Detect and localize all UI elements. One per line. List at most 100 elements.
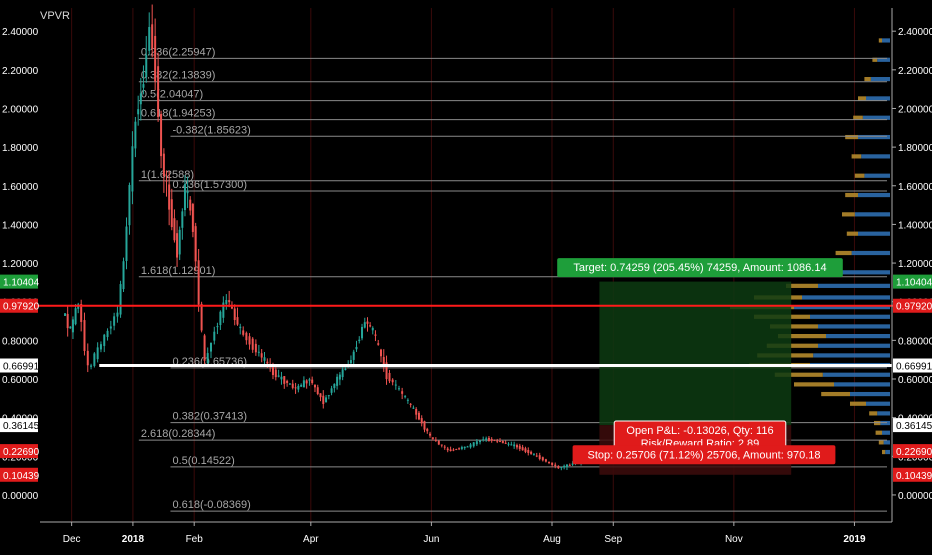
candle-body bbox=[361, 326, 364, 339]
volume-bar-up bbox=[877, 57, 890, 62]
time-tick-label: Aug bbox=[543, 534, 561, 545]
volume-bar-down bbox=[853, 115, 863, 120]
volume-bar-down bbox=[794, 382, 834, 387]
volume-bar-down bbox=[770, 324, 818, 329]
right-axis: 2.40000 2.20000 2.00000 1.80000 1.60000 1.400… bbox=[0, 8, 932, 522]
candle-body bbox=[291, 383, 294, 388]
horizontal-lines bbox=[0, 304, 932, 367]
price-tag-text: 0.10439 bbox=[3, 471, 40, 482]
candle-body bbox=[554, 464, 557, 467]
candle-body bbox=[538, 455, 541, 460]
candle-body bbox=[524, 448, 527, 452]
right-tick-label: 2.00000 bbox=[898, 104, 932, 115]
volume-bar-down bbox=[854, 173, 865, 178]
candle-body bbox=[469, 444, 472, 448]
candle-body bbox=[181, 211, 184, 228]
price-tag-bg bbox=[0, 444, 38, 459]
candle-body bbox=[344, 368, 347, 370]
candle-body bbox=[245, 332, 248, 341]
price-tag-bg bbox=[0, 358, 38, 373]
left-tick-label: 0.80000 bbox=[2, 336, 39, 347]
volume-bar-down bbox=[851, 154, 862, 159]
candle-body bbox=[216, 326, 219, 328]
volume-bar-up bbox=[818, 343, 890, 348]
candle-body bbox=[139, 93, 142, 105]
candle-body bbox=[532, 453, 535, 455]
candle-body bbox=[109, 326, 112, 329]
candle-body bbox=[487, 437, 490, 442]
time-tick-label: 2019 bbox=[843, 534, 866, 545]
candle-body bbox=[194, 226, 197, 262]
candle-body bbox=[236, 317, 239, 325]
position-labels: Target: 0.74259 (205.45%) 74259, Amount:… bbox=[557, 258, 843, 465]
indicator-label: VPVR bbox=[40, 10, 70, 22]
candle-body bbox=[349, 360, 352, 364]
candle-body bbox=[197, 260, 200, 305]
candle-body bbox=[431, 437, 434, 439]
candle-body bbox=[189, 199, 192, 211]
candle-body bbox=[341, 369, 344, 378]
fib-label: 0.5(2.04047) bbox=[141, 89, 203, 101]
candle-body bbox=[455, 449, 458, 451]
price-tag-text: 0.36145 bbox=[3, 421, 40, 432]
candle-body bbox=[377, 343, 380, 345]
candle-body bbox=[565, 464, 568, 468]
fib-label: -0.382(1.85623) bbox=[172, 124, 250, 136]
time-tick-label: Dec bbox=[63, 534, 81, 545]
volume-bar-down bbox=[850, 401, 866, 406]
candle-body bbox=[548, 462, 551, 464]
candle-body bbox=[475, 441, 478, 445]
volume-bar-down bbox=[875, 430, 882, 435]
candle-body bbox=[254, 343, 257, 353]
candle-body bbox=[319, 393, 322, 398]
price-tag-text: 1.10404 bbox=[896, 278, 932, 289]
candle-body bbox=[490, 439, 493, 441]
candle-body bbox=[64, 313, 67, 316]
candle-body bbox=[336, 376, 339, 386]
candle-body bbox=[206, 353, 209, 364]
volume-bar-up bbox=[858, 134, 890, 140]
candle-body bbox=[423, 421, 426, 430]
candle-body bbox=[518, 445, 521, 449]
candle-body bbox=[96, 347, 99, 360]
price-tag-bg bbox=[893, 358, 932, 373]
candle-body bbox=[311, 379, 314, 384]
stop-label: Stop: 0.25706 (71.12%) 25706, Amount: 97… bbox=[572, 445, 836, 465]
candle-body bbox=[557, 465, 560, 469]
price-tag-bg bbox=[893, 467, 932, 482]
candle-body bbox=[406, 399, 409, 401]
candle-body bbox=[242, 330, 245, 335]
candle-body bbox=[510, 444, 513, 446]
fib-label: 0.236(2.25947) bbox=[141, 46, 216, 58]
candle-body bbox=[74, 308, 77, 325]
volume-bar-up bbox=[877, 411, 890, 416]
candle-body bbox=[90, 365, 93, 367]
volume-bar-down bbox=[778, 333, 826, 339]
candle-body bbox=[382, 357, 385, 367]
volume-bar-up bbox=[882, 430, 890, 435]
volume-bar-down bbox=[872, 57, 878, 62]
candle-body bbox=[128, 185, 131, 226]
candle-body bbox=[460, 447, 463, 449]
right-tick-label: 1.40000 bbox=[898, 220, 932, 231]
time-tick-label: 2018 bbox=[122, 534, 145, 545]
candle-body bbox=[137, 109, 140, 115]
candle-body bbox=[541, 457, 544, 461]
candle-body bbox=[286, 380, 289, 383]
right-tick-label: 1.20000 bbox=[898, 259, 932, 270]
candle-body bbox=[415, 409, 418, 415]
volume-bar-up bbox=[818, 324, 890, 329]
price-series bbox=[64, 4, 615, 471]
candle-body bbox=[168, 184, 171, 210]
volume-bar-down bbox=[845, 134, 858, 140]
candle-body bbox=[125, 226, 128, 261]
left-tick-label: 1.60000 bbox=[2, 182, 39, 193]
price-tag-text: 0.22690 bbox=[896, 447, 932, 458]
volume-bar-down bbox=[864, 76, 871, 82]
pnl-label-text: Open P&L: -0.13026, Qty: 116 bbox=[626, 425, 773, 437]
volume-bar-up bbox=[870, 76, 890, 82]
candle-body bbox=[458, 448, 461, 450]
candle-body bbox=[404, 396, 407, 398]
volume-bar-up bbox=[826, 333, 890, 339]
